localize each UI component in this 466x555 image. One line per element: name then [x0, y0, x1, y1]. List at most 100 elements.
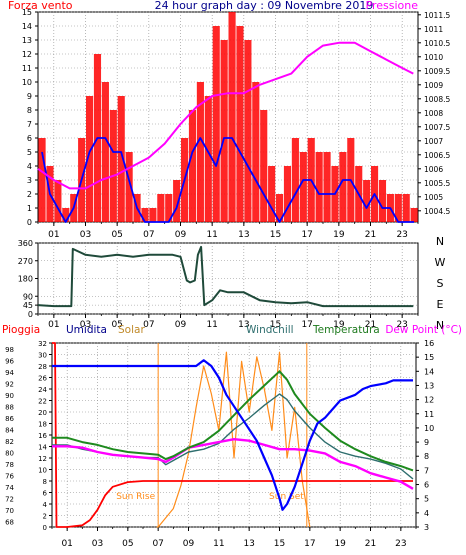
wind-gust-bar	[54, 180, 62, 222]
windchill-label: Windchill	[246, 324, 294, 336]
humidity-tick-label: 72	[5, 495, 14, 503]
rain-tick-label: 8	[43, 478, 47, 486]
wind-gust-bar	[165, 194, 173, 222]
x-tick-label: 09	[183, 539, 195, 549]
y-tick-label: 0	[28, 310, 33, 319]
x-tick-label: 17	[301, 230, 312, 240]
dewpoint-line	[52, 438, 414, 490]
temp-tick-label: 3	[424, 523, 429, 532]
x-tick-label: 15	[274, 539, 285, 549]
rain-tick-label: 12	[38, 455, 47, 463]
pressure-tick-label: 1007.5	[424, 123, 450, 132]
wind-gust-bar	[86, 96, 94, 222]
sun-marker-label: Sun Rise	[116, 492, 155, 502]
humidity-tick-label: 76	[5, 472, 14, 480]
compass-label: N	[436, 235, 444, 248]
pressure-tick-label: 1006	[424, 165, 443, 174]
x-tick-label: 11	[206, 320, 217, 330]
x-tick-label: 01	[48, 230, 59, 240]
rain-tick-label: 10	[38, 467, 47, 475]
wind-direction-line	[37, 245, 414, 308]
x-tick-label: 07	[152, 539, 163, 549]
x-tick-label: 13	[243, 539, 254, 549]
wind-gust-bar	[323, 152, 331, 222]
wind-gust-bar	[220, 40, 228, 222]
wind-gust-bar	[260, 110, 268, 222]
wind-gust-bar	[339, 152, 347, 222]
y-tick-label: 8	[27, 106, 32, 115]
temp-tick-label: 10	[424, 424, 434, 433]
compass-label: S	[437, 277, 444, 290]
x-tick-label: 17	[304, 539, 315, 549]
rain-tick-label: 14	[38, 444, 47, 452]
wind-gust-bar	[141, 208, 149, 222]
x-tick-label: 17	[301, 320, 312, 330]
x-tick-label: 01	[48, 320, 59, 330]
compass-label: E	[437, 298, 444, 311]
temp-tick-label: 13	[424, 381, 434, 390]
rain-tick-label: 16	[38, 432, 47, 440]
rain-tick-label: 26	[38, 375, 47, 383]
wind-gust-bar	[38, 138, 46, 222]
rain-tick-label: 0	[43, 524, 47, 532]
humidity-tick-label: 74	[5, 484, 14, 492]
wind-gust-bar	[291, 138, 299, 222]
wind-gust-bar	[315, 152, 323, 222]
wind-gust-bar	[402, 194, 410, 222]
pressure-tick-label: 1009.5	[424, 67, 450, 76]
y-tick-label: 90	[23, 292, 33, 301]
x-tick-label: 19	[334, 539, 346, 549]
rain-tick-label: 24	[38, 386, 47, 394]
y-tick-label: 1	[27, 204, 32, 213]
y-tick-label: 360	[18, 239, 33, 248]
wind-gust-bar	[188, 110, 197, 222]
humidity-tick-label: 70	[5, 507, 14, 515]
y-tick-label: 7	[27, 120, 32, 129]
x-tick-label: 11	[206, 230, 217, 240]
wind-gust-bar	[252, 82, 260, 222]
temperature-label: Temperatura	[312, 324, 380, 336]
y-tick-label: 4	[27, 162, 32, 171]
pressure-tick-label: 1007	[424, 137, 443, 146]
temp-tick-label: 15	[424, 353, 434, 362]
temp-tick-label: 16	[424, 339, 434, 348]
y-tick-label: 13	[22, 36, 32, 45]
temp-tick-label: 6	[424, 481, 429, 490]
x-tick-label: 03	[80, 320, 91, 330]
humidity-tick-label: 90	[5, 392, 14, 400]
x-tick-label: 19	[333, 320, 345, 330]
temp-tick-label: 4	[424, 509, 429, 518]
wind-gust-bar	[109, 110, 117, 222]
x-tick-label: 07	[143, 230, 154, 240]
temp-tick-label: 7	[424, 466, 429, 475]
chart-title: 24 hour graph day : 09 Novembre 2019	[155, 0, 374, 12]
wind-gust-bar	[62, 208, 70, 222]
wind-average-line	[41, 137, 414, 223]
temp-tick-label: 14	[424, 367, 434, 376]
y-tick-label: 270	[18, 257, 33, 266]
humidity-tick-label: 88	[5, 403, 14, 411]
x-tick-label: 23	[395, 539, 406, 549]
y-tick-label: 14	[22, 22, 32, 31]
wind-gust-bar	[157, 194, 165, 222]
wind-gust-bar	[244, 40, 252, 222]
y-tick-label: 15	[22, 8, 32, 17]
rain-label: Pioggia	[2, 324, 40, 336]
temp-tick-label: 11	[424, 410, 434, 419]
pressure-tick-label: 1004.5	[424, 207, 450, 216]
y-tick-label: 6	[27, 134, 32, 143]
wind-gust-bar	[236, 26, 244, 222]
pressure-tick-label: 1005	[424, 193, 443, 202]
wind-gust-bar	[394, 194, 402, 222]
wind-gust-bar	[276, 194, 284, 222]
wind-gust-bar	[196, 82, 204, 222]
wind-gust-bar	[363, 180, 371, 222]
humidity-tick-label: 92	[5, 380, 14, 388]
wind-gust-bar	[117, 96, 125, 222]
x-tick-label: 23	[396, 320, 407, 330]
x-tick-label: 05	[111, 320, 122, 330]
pressure-axis-title: Pressione	[366, 0, 419, 12]
x-tick-label: 09	[175, 230, 187, 240]
